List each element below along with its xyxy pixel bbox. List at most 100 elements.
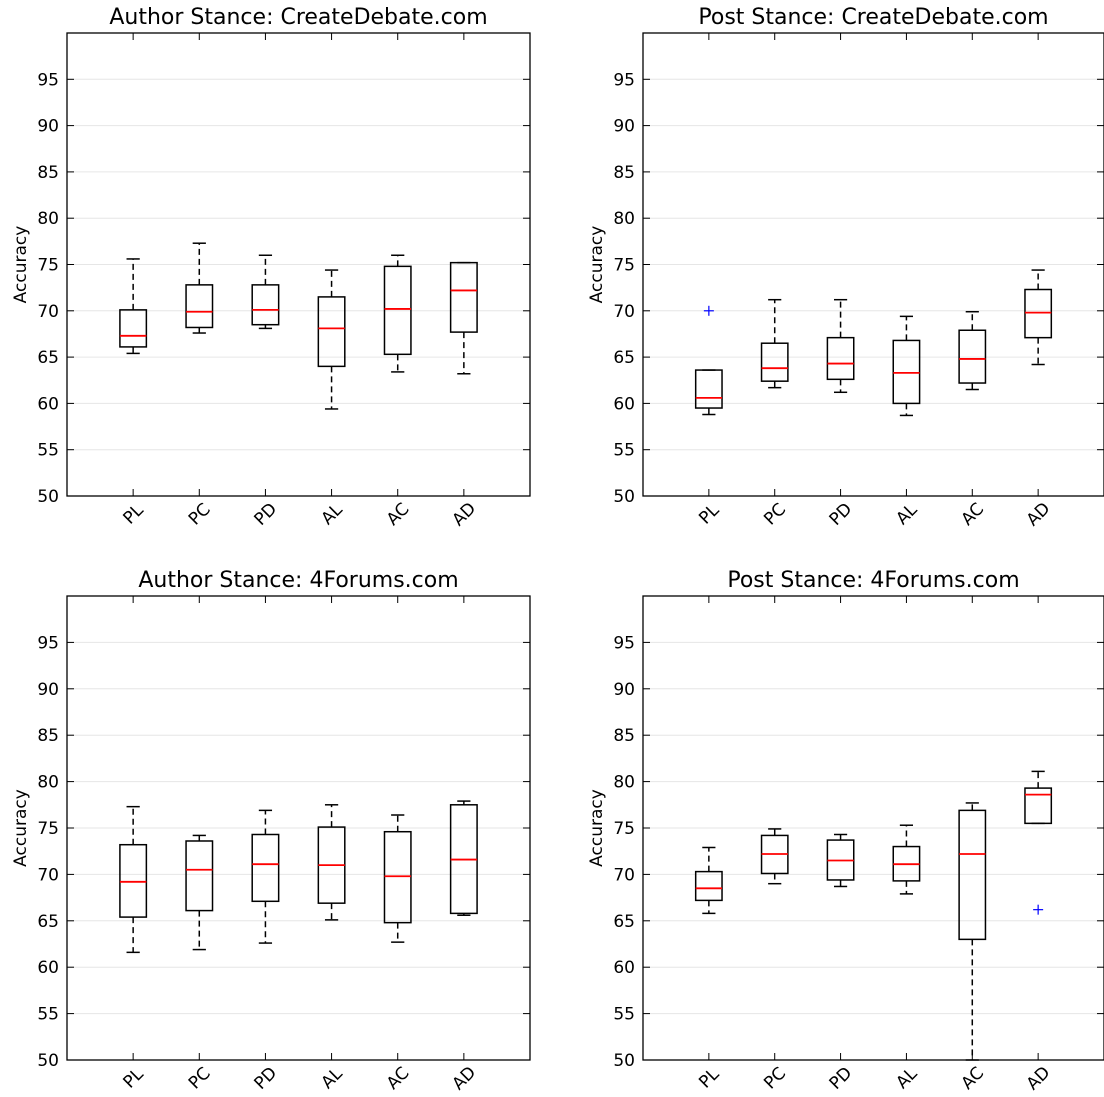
x-tick-label: AC [383, 1063, 414, 1094]
x-tick-label: PL [120, 500, 148, 528]
y-tick-label: 60 [37, 958, 59, 978]
y-tick-label: 60 [613, 394, 635, 414]
box-PL [694, 305, 723, 416]
flier-marker [703, 305, 714, 316]
y-tick-label: 65 [613, 348, 635, 368]
y-tick-label: 80 [37, 209, 59, 229]
y-tick-label: 60 [613, 958, 635, 978]
box-AD [449, 261, 478, 375]
chart-title: Author Stance: 4Forums.com [138, 568, 458, 593]
chart-panel-1: 50 55 60 65 70 75 80 85 90 95 PL PC PD AL AC AD Author S… [11, 5, 531, 531]
box-body [1024, 787, 1053, 825]
y-tick-label: 50 [37, 487, 59, 507]
y-tick-label: 85 [613, 726, 635, 746]
box-PC [185, 242, 214, 334]
y-tick-label: 95 [613, 70, 635, 90]
box-AL [317, 804, 346, 921]
box-body [383, 265, 412, 356]
y-tick-label: 65 [613, 912, 635, 932]
y-axis-label: Accuracy [587, 789, 607, 867]
y-tick-label: 85 [37, 726, 59, 746]
y-tick-label: 85 [37, 163, 59, 183]
x-tick-label: PL [695, 1064, 723, 1092]
x-tick-label: PD [251, 499, 282, 530]
box-PD [251, 254, 280, 330]
x-tick-label: PC [760, 1064, 790, 1094]
x-tick-label: AL [318, 500, 347, 529]
chart-title: Author Stance: CreateDebate.com [109, 5, 487, 30]
box-AC [958, 310, 987, 391]
box-body [383, 830, 412, 924]
box-body [760, 342, 789, 382]
x-tick-label: AD [1023, 1063, 1055, 1095]
x-tick-label: AL [892, 1064, 921, 1093]
box-body [317, 296, 346, 368]
x-tick-label: PL [120, 1064, 148, 1092]
y-axis-label: Accuracy [587, 226, 607, 304]
box-body [185, 284, 214, 329]
x-tick-label: PD [251, 1063, 282, 1094]
y-tick-label: 55 [613, 441, 635, 461]
x-tick-label: AL [892, 500, 921, 529]
y-tick-label: 50 [613, 487, 635, 507]
y-tick-label: 55 [37, 441, 59, 461]
box-body [1024, 288, 1053, 339]
chart-title: Post Stance: 4Forums.com [727, 568, 1019, 593]
flier-marker [1033, 904, 1044, 915]
box-body [251, 833, 280, 903]
chart-panel-2: 50 55 60 65 70 75 80 85 90 95 PL PC PD AL AC AD Post Sta… [587, 5, 1104, 530]
y-tick-label: 70 [37, 865, 59, 885]
box-AL [317, 269, 346, 410]
chart-title: Post Stance: CreateDebate.com [698, 5, 1048, 30]
x-tick-label: PD [826, 499, 857, 530]
y-tick-label: 60 [37, 394, 59, 414]
box-body [958, 809, 987, 941]
y-tick-label: 90 [613, 117, 635, 137]
box-PC [760, 828, 789, 885]
box-body [694, 369, 723, 409]
x-tick-label: AD [449, 499, 481, 531]
box-AL [892, 824, 921, 895]
x-tick-label: AC [383, 499, 414, 530]
box-body [958, 329, 987, 384]
box-AC [383, 814, 412, 943]
x-tick-label: PC [185, 500, 215, 530]
y-tick-label: 75 [613, 819, 635, 839]
box-body [119, 843, 148, 918]
y-tick-label: 90 [37, 117, 59, 137]
box-AL [892, 315, 921, 417]
y-tick-label: 70 [613, 302, 635, 322]
box-PL [119, 258, 148, 355]
x-tick-label: AL [318, 1064, 347, 1093]
y-axis-label: Accuracy [11, 789, 31, 867]
box-AC [958, 802, 987, 1061]
x-tick-label: AC [957, 499, 988, 530]
box-PL [119, 805, 148, 954]
y-tick-label: 90 [37, 680, 59, 700]
box-body [826, 336, 855, 381]
y-tick-label: 90 [613, 680, 635, 700]
y-tick-label: 95 [37, 70, 59, 90]
y-tick-label: 75 [37, 819, 59, 839]
box-body [185, 840, 214, 912]
y-tick-label: 65 [37, 912, 59, 932]
x-tick-label: AC [957, 1063, 988, 1094]
box-AD [1024, 770, 1053, 915]
box-PC [760, 298, 789, 389]
box-PD [251, 809, 280, 944]
y-tick-label: 70 [613, 865, 635, 885]
box-AC [383, 254, 412, 373]
box-body [119, 309, 148, 348]
y-tick-label: 70 [37, 302, 59, 322]
y-tick-label: 75 [613, 256, 635, 276]
x-tick-label: PD [826, 1063, 857, 1094]
y-tick-label: 65 [37, 348, 59, 368]
box-AD [1024, 269, 1053, 366]
x-tick-label: AD [449, 1063, 481, 1095]
box-body [694, 870, 723, 902]
x-tick-label: AD [1023, 499, 1055, 531]
y-tick-label: 50 [613, 1051, 635, 1071]
y-tick-label: 75 [37, 256, 59, 276]
chart-panel-3: 50 55 60 65 70 75 80 85 90 95 PL PC PD AL AC AD Author S… [11, 568, 531, 1095]
